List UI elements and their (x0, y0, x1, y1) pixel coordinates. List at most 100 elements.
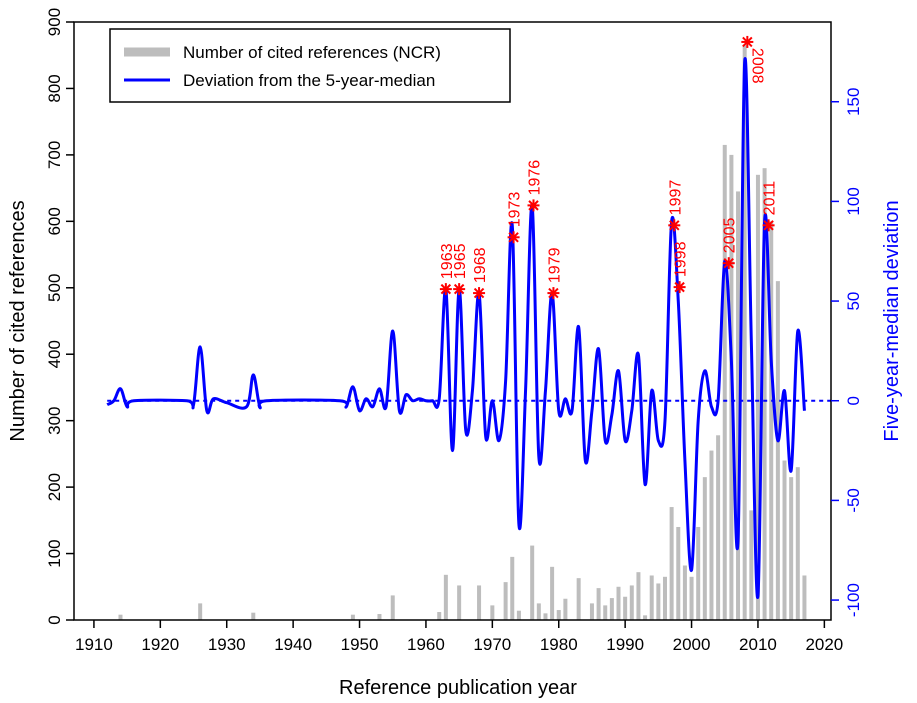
ncr-bar (629, 585, 634, 620)
peak-marker (453, 283, 466, 296)
x-tick-label: 1970 (473, 635, 511, 654)
ncr-bar (550, 566, 555, 620)
x-tick-label: 1950 (341, 635, 379, 654)
ncr-bar (762, 168, 767, 620)
y-left-tick-label: 600 (45, 207, 64, 235)
peak-label: 1979 (546, 247, 563, 283)
ncr-bar (390, 595, 395, 620)
y-right-tick-label: 100 (844, 187, 863, 215)
peak-label: 2011 (762, 181, 779, 216)
peak-marker (439, 283, 452, 296)
ncr-bar (563, 598, 568, 620)
ncr-bar (722, 144, 727, 620)
y-axis-right-title: Five-year-median deviation (881, 200, 903, 441)
peak-marker (668, 219, 681, 232)
ncr-bar (782, 460, 787, 620)
ncr-bar (377, 614, 382, 620)
ncr-bar (603, 605, 608, 620)
peak-star-stroke (453, 283, 465, 295)
plot-frame (73, 21, 832, 621)
peak-label: 1973 (507, 192, 524, 228)
ncr-bar (682, 565, 687, 620)
ncr-bar (736, 191, 741, 620)
peak-marker (507, 231, 520, 244)
y-left-tick-label: 200 (45, 473, 64, 501)
deviation-line (106, 57, 806, 600)
peak-marker (762, 219, 775, 232)
ncr-bar (716, 435, 721, 620)
peak-marker (722, 257, 735, 270)
y-right-tick-label: 0 (844, 396, 863, 405)
ncr-bar (510, 556, 515, 620)
ncr-bar (490, 605, 495, 620)
ncr-bar (251, 612, 256, 620)
ncr-bar (795, 467, 800, 620)
peak-star-stroke (723, 257, 734, 269)
x-tick-label: 1940 (274, 635, 312, 654)
y-right-tick-label: 50 (844, 292, 863, 311)
x-tick-label: 2000 (673, 635, 711, 654)
ncr-bar (742, 45, 747, 620)
peak-star-stroke (473, 287, 485, 299)
peak-star-stroke (528, 200, 539, 211)
peak-marker (527, 199, 540, 212)
peak-star-stroke (763, 220, 774, 231)
y-right-tick-label: -50 (844, 488, 863, 513)
y-left-tick-label: 300 (45, 406, 64, 434)
x-tick-label: 1980 (540, 635, 578, 654)
ncr-bar (198, 603, 203, 620)
ncr-bar (530, 545, 535, 620)
peak-star-stroke (440, 283, 452, 295)
x-tick-label: 2020 (805, 635, 843, 654)
peak-label: 1968 (472, 247, 489, 283)
y-left-tick-label: 700 (45, 141, 64, 169)
ncr-bar (689, 576, 694, 620)
ncr-bar (636, 572, 641, 620)
ncr-bar (503, 582, 508, 620)
peak-star-stroke (548, 287, 559, 299)
ncr-bar (669, 507, 674, 620)
y-right-tick-label: 150 (844, 88, 863, 116)
ncr-bar (709, 450, 714, 620)
ncr-bar (616, 586, 621, 620)
ncr-bar (457, 585, 462, 620)
peak-star-stroke (508, 232, 519, 243)
y-left-tick-label: 400 (45, 340, 64, 368)
legend-box (109, 28, 511, 103)
y-axis-right: -100 -50 0 50 100 150 (831, 88, 863, 617)
legend: Number of cited references (NCR) Deviati… (109, 28, 511, 103)
y-axis-left: 0 100 200 300 400 500 600 700 800 900 (45, 8, 74, 625)
ncr-bar (118, 614, 123, 620)
y-left-tick-label: 0 (45, 615, 64, 624)
y-right-tick-label: -100 (844, 583, 863, 617)
y-left-tick-label: 900 (45, 8, 64, 36)
ncr-bar (775, 281, 780, 620)
ncr-bar (477, 585, 482, 620)
peak-label: 1963 (439, 243, 456, 279)
legend-label-deviation: Deviation from the 5-year-median (183, 71, 435, 90)
ncr-bar (802, 575, 807, 620)
ncr-bar (769, 221, 774, 621)
x-axis: 1910 1920 1930 1940 1950 1960 1970 1980 1990 2000… (75, 620, 843, 654)
x-tick-label: 1910 (75, 635, 113, 654)
ncr-bar (536, 603, 541, 620)
peak-marker (473, 287, 486, 300)
peak-label: 1965 (452, 243, 469, 279)
ncr-bar (656, 583, 661, 620)
y-left-tick-label: 500 (45, 274, 64, 302)
ncr-bar (749, 510, 754, 620)
peak-star-stroke (669, 220, 680, 231)
legend-label-ncr: Number of cited references (NCR) (183, 43, 441, 62)
x-tick-label: 2010 (739, 635, 777, 654)
ncr-bar (662, 576, 667, 620)
ncr-bar (755, 174, 760, 621)
x-tick-label: 1990 (606, 635, 644, 654)
x-tick-label: 1930 (208, 635, 246, 654)
x-tick-label: 1960 (407, 635, 445, 654)
ncr-bar (556, 610, 561, 620)
ncr-bar (589, 603, 594, 620)
y-axis-left-title: Number of cited references (7, 200, 29, 441)
peak-star-stroke (742, 36, 753, 48)
